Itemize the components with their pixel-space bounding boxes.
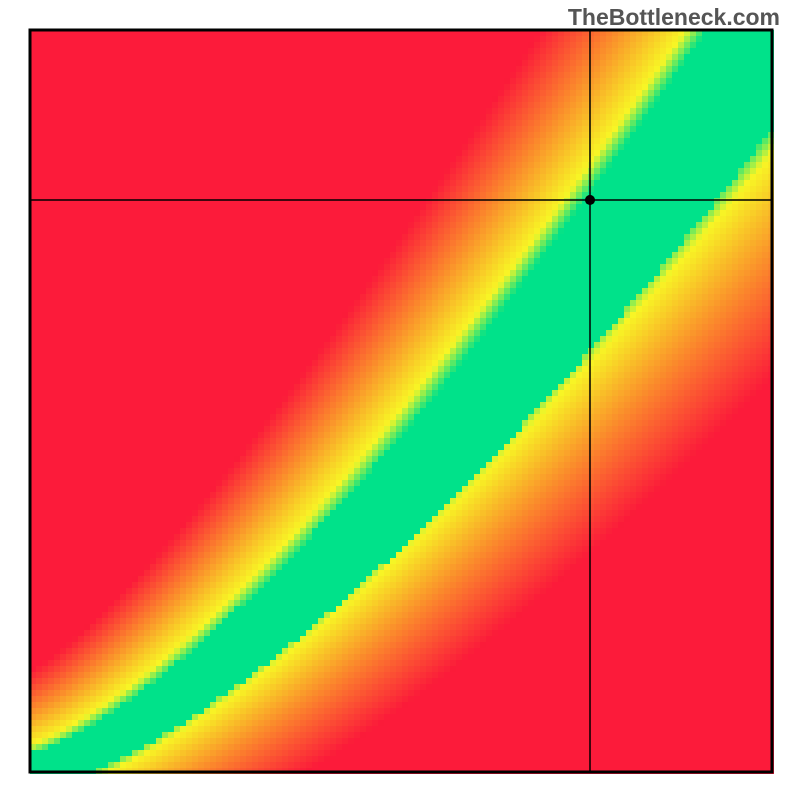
watermark-text: TheBottleneck.com xyxy=(568,4,780,31)
bottleneck-heatmap xyxy=(0,0,800,800)
